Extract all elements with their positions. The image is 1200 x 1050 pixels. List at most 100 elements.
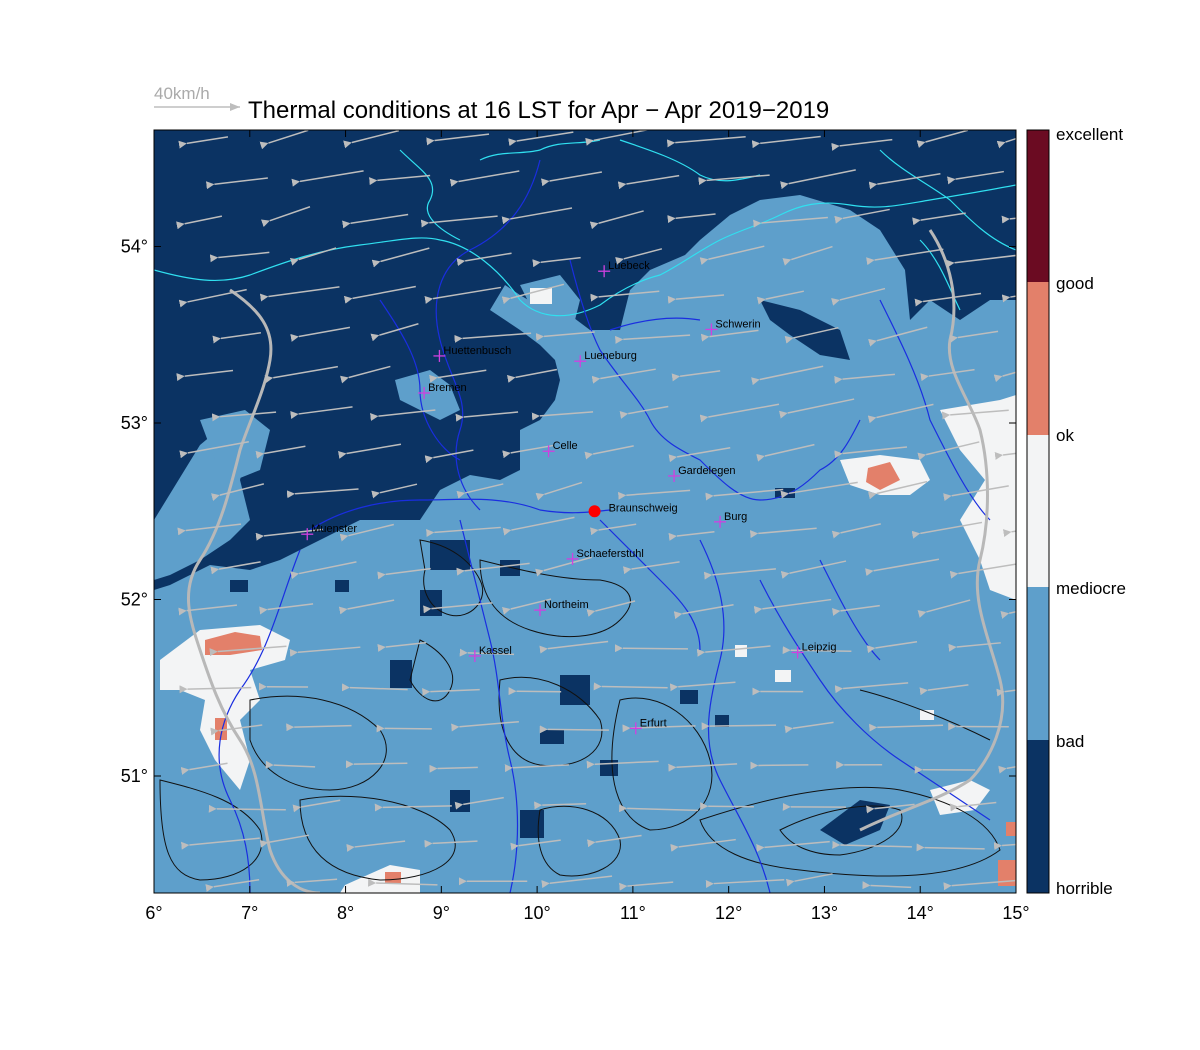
wind-arrow [289,646,361,657]
wind-arrow [368,878,438,887]
wind-arrow [539,640,609,654]
wind-arrow [943,879,1016,891]
wind-arrow [698,174,770,186]
wind-arrow [705,488,784,501]
wind-arrow [534,801,587,810]
wind-arrow [668,446,731,463]
city-label: Gardelegen [678,465,736,477]
x-tick-label: 12° [715,903,742,923]
wind-arrow [179,685,252,694]
wind-arrow [914,292,982,307]
wind-arrow [340,365,391,384]
wind-arrow [178,136,229,149]
city-label: Celle [553,440,578,452]
wind-arrow [178,288,247,308]
wind-arrow [669,681,736,692]
wind-arrow [750,761,809,770]
map-title: Thermal conditions at 16 LST for Apr − A… [248,97,829,124]
wind-arrow [699,245,765,265]
wind-arrow [912,212,966,226]
wind-arrow [502,444,554,459]
wind-arrow [429,764,478,773]
wind-arrow [834,682,909,694]
wind-arrow [869,723,944,732]
wind-arrow [782,245,833,266]
wind-arrow [210,561,261,575]
wind-arrow [703,568,776,580]
colorbar-labels: excellent good ok mediocre bad horrible [1056,125,1126,898]
x-tick-label: 8° [337,903,354,923]
wind-arrow [756,443,815,462]
city-label: Erfurt [640,717,667,729]
city: Schwerin [705,318,761,336]
city-label: Northeim [544,599,589,611]
wind-arrow [949,330,999,343]
city-label: Schwerin [715,318,760,330]
wind-arrow [779,398,855,419]
y-tick-label: 51° [121,766,148,786]
wind-arrow [780,481,858,499]
x-axis-ticks: 6° 7° 8° 9° 10° 11° 12° 13° 14° 15° [145,130,1030,923]
wind-arrow [371,247,430,268]
wind-arrow [586,834,642,848]
city: Schaeferstuhl [566,548,644,565]
wind-arrow [506,368,558,383]
colorbar-label: ok [1056,426,1074,445]
city: Burg [714,511,747,528]
wind-arrow [374,803,452,812]
wind-arrow [259,603,314,615]
wind-arrow [211,411,277,422]
wind-arrow [949,801,997,812]
wind-arrow [943,485,1009,502]
wind-arrow [868,326,928,347]
wind-arrow [176,215,223,230]
wind-arrow [532,256,581,268]
wind-arrow [591,368,656,384]
wind-arrow [259,286,340,302]
wind-arrow [426,133,490,146]
wind-arrow [780,560,847,579]
wind-arrow [784,721,834,734]
wind-arrow [998,765,1016,774]
wind-arrow [259,130,309,150]
wind-arrow [338,599,395,615]
city-label: Schaeferstuhl [577,548,644,560]
wind-arrow [255,528,323,541]
wind-arrow [832,604,880,616]
wind-arrow [424,449,474,464]
wind-arrow [749,527,817,539]
wind-arrow [696,645,771,657]
colorbar-mediocre [1027,587,1049,740]
wind-arrow [456,483,504,499]
site-marker [588,505,601,518]
city: Celle [542,440,578,458]
colorbar [1026,129,1050,894]
wind-arrow [291,170,364,187]
colorbar-bad [1027,740,1049,893]
rivers [218,159,991,893]
terrain-contours [159,539,1001,881]
wind-arrow [369,174,431,186]
colorbar-label: horrible [1056,879,1113,898]
wind-arrow [941,409,1009,420]
wind-arrow [590,523,637,536]
wind-arrow [342,213,409,229]
wind-arrow [510,839,561,851]
wind-arrow [176,369,234,382]
wind-arrow [668,763,738,772]
wind-arrow [916,843,985,852]
city: Muenster [301,523,357,541]
wind-arrow [866,248,944,266]
wind-arrow [508,131,574,147]
city: Erfurt [629,717,667,735]
wind-arrow [668,531,715,541]
bad-region-inland-north [395,370,460,420]
map-frame [153,129,1017,894]
wind-arrow [290,326,351,342]
wind-arrow [212,332,262,344]
wind-arrow [211,483,265,502]
wind-arrow [426,526,501,537]
wind-arrow [622,724,696,733]
